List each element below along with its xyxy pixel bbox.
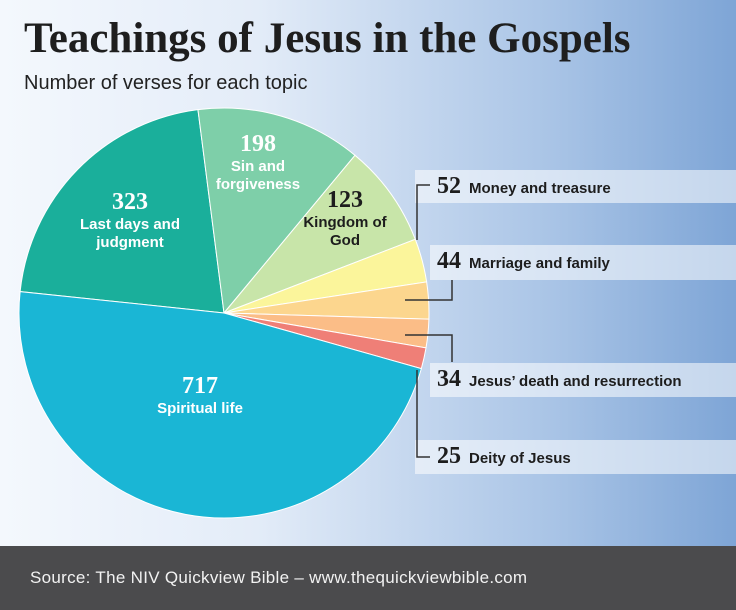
title: Teachings of Jesus in the Gospels bbox=[24, 15, 631, 62]
subtitle: Number of verses for each topic bbox=[24, 72, 308, 94]
leader-line bbox=[416, 184, 430, 240]
label-band bbox=[430, 245, 736, 280]
label-band bbox=[415, 440, 736, 474]
slice-label: 323 Last days and judgment bbox=[55, 188, 205, 252]
category-label: Sin and forgiveness bbox=[215, 158, 301, 193]
callout-label: 44 Marriage and family bbox=[437, 248, 610, 275]
slice-label: 123 Kingdom of God bbox=[290, 186, 400, 250]
callout-label: 52 Money and treasure bbox=[437, 173, 611, 200]
label-band bbox=[415, 170, 736, 203]
value-label: 198 bbox=[240, 131, 276, 157]
pie bbox=[18, 107, 430, 519]
pie-slice bbox=[222, 154, 416, 315]
footer: Source: The NIV Quickview Bible – www.th… bbox=[0, 546, 736, 610]
category-label: Money and treasure bbox=[469, 180, 611, 197]
callout-label: 25 Deity of Jesus bbox=[437, 443, 571, 470]
leader-line bbox=[405, 280, 453, 301]
pie-slice bbox=[197, 107, 356, 315]
value-label: 52 bbox=[437, 173, 461, 199]
category-label: Deity of Jesus bbox=[469, 450, 571, 467]
category-label: Last days and judgment bbox=[79, 216, 181, 251]
leader-line bbox=[405, 334, 453, 362]
source: Source: The NIV Quickview Bible – www.th… bbox=[30, 568, 528, 587]
slice-label: 717 Spiritual life bbox=[120, 372, 280, 418]
label-band bbox=[430, 363, 736, 397]
pie-slice bbox=[18, 291, 422, 519]
value-label: 717 bbox=[182, 373, 218, 399]
value-label: 25 bbox=[437, 443, 461, 469]
category-label: Marriage and family bbox=[469, 255, 610, 272]
category-label: Spiritual life bbox=[157, 400, 243, 417]
callout-label: 34 Jesus’ death and resurrection bbox=[437, 366, 682, 393]
category-label: Kingdom of God bbox=[303, 214, 387, 249]
leader-line bbox=[416, 370, 430, 458]
category-label: Jesus’ death and resurrection bbox=[469, 373, 682, 390]
pie-slice bbox=[19, 109, 225, 314]
value-label: 44 bbox=[437, 248, 461, 274]
value-label: 34 bbox=[437, 366, 461, 392]
slice-label: 198 Sin and forgiveness bbox=[198, 130, 318, 194]
value-label: 323 bbox=[112, 189, 148, 215]
chart bbox=[18, 107, 736, 519]
value-label: 123 bbox=[327, 187, 363, 213]
